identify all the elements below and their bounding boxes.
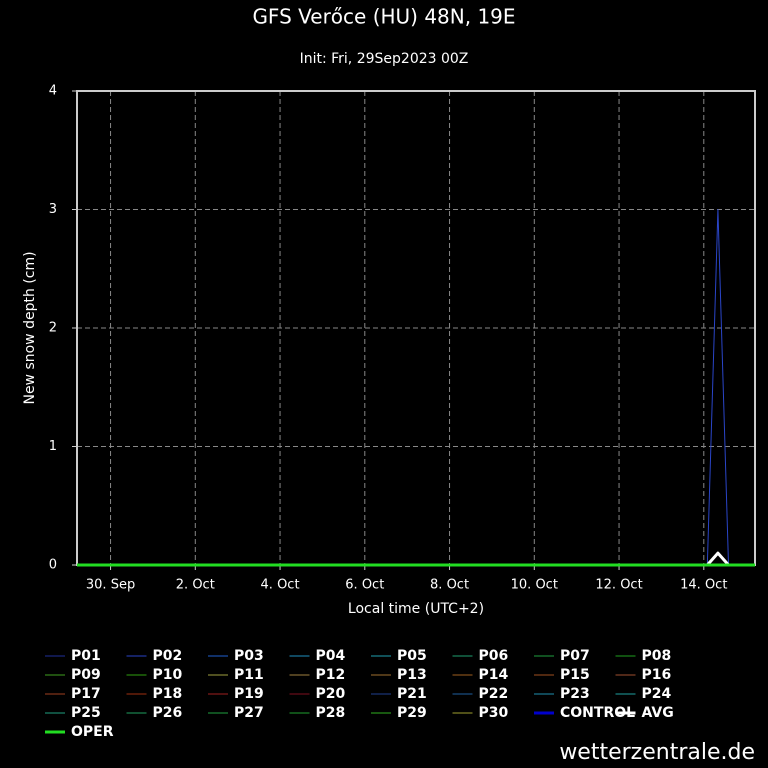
legend-label: OPER [71,724,114,740]
legend-label: P21 [397,686,427,702]
legend-label: P20 [316,686,346,702]
legend-label: P05 [397,648,427,664]
legend-label: P25 [71,705,101,721]
legend-label: P15 [560,667,590,683]
x-tick-label: 8. Oct [430,578,469,593]
x-axis-label: Local time (UTC+2) [348,601,484,617]
y-tick-label: 2 [49,321,57,336]
legend-label: P03 [234,648,264,664]
legend-label: P23 [560,686,590,702]
legend-label: P19 [234,686,264,702]
chart-subtitle: Init: Fri, 29Sep2023 00Z [300,51,469,67]
legend-label: P01 [71,648,101,664]
legend-label: P13 [397,667,427,683]
x-tick-label: 12. Oct [595,578,642,593]
y-tick-label: 3 [49,202,57,217]
legend-label: P22 [479,686,509,702]
legend-label: P16 [642,667,672,683]
y-tick-label: 0 [49,558,57,573]
legend-label: P27 [234,705,264,721]
legend-label: P04 [316,648,346,664]
legend-label: P28 [316,705,346,721]
legend-label: P11 [234,667,264,683]
x-tick-label: 10. Oct [511,578,558,593]
chart-title: GFS Verőce (HU) 48N, 19E [252,5,515,29]
watermark: wetterzentrale.de [559,740,755,765]
legend-label: P02 [153,648,183,664]
y-tick-label: 1 [49,439,57,454]
legend-label: P10 [153,667,183,683]
x-tick-label: 2. Oct [176,578,215,593]
legend-label: P06 [479,648,509,664]
legend-label: P14 [479,667,509,683]
legend-label: P08 [642,648,672,664]
x-tick-label: 30. Sep [86,578,135,593]
legend-label: P18 [153,686,183,702]
legend-label: P24 [642,686,672,702]
x-tick-label: 4. Oct [261,578,300,593]
legend-label: P30 [479,705,509,721]
legend-label: P09 [71,667,101,683]
legend-label: P26 [153,705,183,721]
legend-label: P07 [560,648,590,664]
x-tick-label: 6. Oct [345,578,384,593]
legend-label: CONTROL [560,705,635,721]
y-tick-label: 4 [49,84,57,99]
legend-label: P12 [316,667,346,683]
y-axis-label: New snow depth (cm) [22,251,38,404]
legend-label: AVG [642,705,674,721]
x-tick-label: 14. Oct [680,578,727,593]
legend-label: P29 [397,705,427,721]
legend-label: P17 [71,686,101,702]
